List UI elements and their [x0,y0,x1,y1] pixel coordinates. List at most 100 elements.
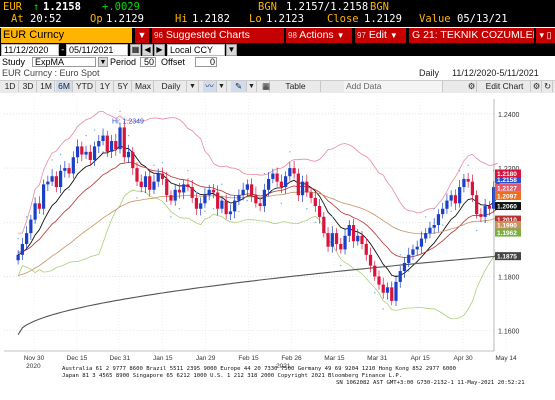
sar-dot [119,110,121,112]
candle-down [250,184,254,196]
sar-dot [59,153,62,156]
period-input[interactable]: 50 [140,57,156,67]
footer-line-3: SN 1062082 AST GMT+3:00 G730-2132-1 11-M… [336,380,525,386]
study-dropdown-icon[interactable]: ▼ [98,57,108,67]
candle-up [233,200,237,212]
price-tag [495,192,521,201]
ema-long-line [17,255,498,335]
high-label: Hi [175,13,188,25]
period-5y-button[interactable]: 5Y [115,81,132,92]
period-3d-button[interactable]: 3D [20,81,37,92]
sar-dot [467,164,469,167]
draw-tool-icon[interactable]: ✎ [231,81,247,92]
add-data-field[interactable]: Add Data [344,81,443,92]
period-1d-button[interactable]: 1D [2,81,19,92]
left-scroll-icon[interactable]: ◀ [142,44,153,56]
candle-up [46,181,50,185]
candle-up [50,176,54,182]
candle-up [436,214,441,225]
edit-chart-button[interactable]: Edit Chart [479,81,531,92]
sar-dot [340,264,342,267]
sar-dot [17,237,19,240]
period-6m-button[interactable]: 6M [56,81,73,92]
candle-down [305,181,309,193]
line-chart-icon[interactable]: 〰 [203,81,217,92]
open-value: 1.2129 [106,13,144,25]
candle-down [37,203,41,209]
y-tick-label: 1.1600 [498,329,520,336]
candle-down [279,181,283,188]
price-tags: 1.21581.21801.21271.20971.20601.20101.19… [495,169,521,261]
low-label: Lo [249,13,262,25]
candle-down [453,195,458,204]
settings-icon[interactable]: ⚙ [467,81,477,92]
study-select[interactable]: ExpMA [32,57,96,67]
candle-down [296,173,300,196]
sar-dot [85,134,87,137]
candle-down [67,168,71,174]
chart-options-icon[interactable]: ⚙ [532,81,542,92]
suggested-charts-label: Suggested Charts [165,29,250,41]
study-row: Study ExpMA ▼ Period 50 Offset 0 [0,56,555,68]
date-separator: - [60,45,66,55]
candle-down [334,233,339,244]
candle-up [41,184,46,209]
suggested-charts-button[interactable]: 96 Suggested Charts [152,28,284,43]
offset-input[interactable]: 0 [195,57,217,67]
candle-up [398,271,402,282]
x-tick-label: Mar 15 [324,355,345,362]
right-scroll-icon[interactable]: ▶ [154,44,165,56]
candle-up [29,219,33,234]
actions-button[interactable]: 98 Actions ▼ [286,28,352,43]
candle-down [360,235,364,244]
sar-dot [399,254,401,256]
candle-up [173,189,177,201]
window-controls[interactable]: ▾ ▯ [536,28,555,43]
candle-down [339,243,343,250]
actions-number: 98 [288,31,297,40]
candle-down [190,187,194,198]
candle-down [275,173,279,182]
candle-up [152,181,156,190]
period-label: Period [110,57,137,67]
end-date-field[interactable]: 05/11/2021 [66,44,128,56]
period-max-button[interactable]: Max [133,81,154,92]
frequency-dropdown-icon[interactable]: ▼ [187,81,199,92]
security-field[interactable]: EUR Curncy [1,28,132,43]
frequency-select[interactable]: Daily [156,81,187,92]
currency-select[interactable]: Local CCY [167,44,225,56]
sar-dot [255,186,257,188]
calendar-icon[interactable]: ▦ [130,44,141,56]
news-headline[interactable]: G 21: TEKNIK COZUMLEM... [409,28,534,43]
table-grid-icon: ▦ [262,81,271,92]
high-value: 1.2182 [192,13,230,25]
x-tick-label: Apr 30 [454,355,474,362]
x-tick-label: Feb 26 [281,355,302,362]
refresh-icon[interactable]: ↻ [543,81,553,92]
candle-down [177,189,182,193]
date-range-label: 11/12/2020-5/11/2021 [452,68,539,78]
period-1m-button[interactable]: 1M [38,81,55,92]
x-axis: Nov 30 Dec 15 Dec 31 Jan 15 Jan 29 Feb 15 Feb … [4,350,517,370]
price-tag-label: 1.2010 [497,217,517,224]
table-button[interactable]: Table [271,81,321,92]
study-label: Study [2,57,26,67]
chart-type-dropdown-icon[interactable]: ▼ [217,81,227,92]
chart-title-row: EUR Curncy : Euro Spot Daily 11/12/2020-… [0,68,555,79]
start-date-field[interactable]: 11/12/2020 [1,44,59,56]
candle-down [258,203,262,207]
candle-down [148,176,152,190]
draw-tool-dropdown-icon[interactable]: ▼ [247,81,257,92]
currency-dropdown-icon[interactable]: ▼ [226,44,237,56]
period-ytd-button[interactable]: YTD [74,81,96,92]
price-tag-label: 1.2060 [497,204,517,211]
candle-up [330,233,334,247]
period-1y-button[interactable]: 1Y [97,81,114,92]
x-tick-label: Apr 15 [411,355,431,362]
candle-up [402,262,407,272]
edit-button[interactable]: 97 Edit ▼ [355,28,406,43]
dropdown-arrow-icon[interactable]: ▼ [135,28,149,43]
time-value: 20:52 [30,13,62,25]
close-value: 1.2129 [364,13,402,25]
